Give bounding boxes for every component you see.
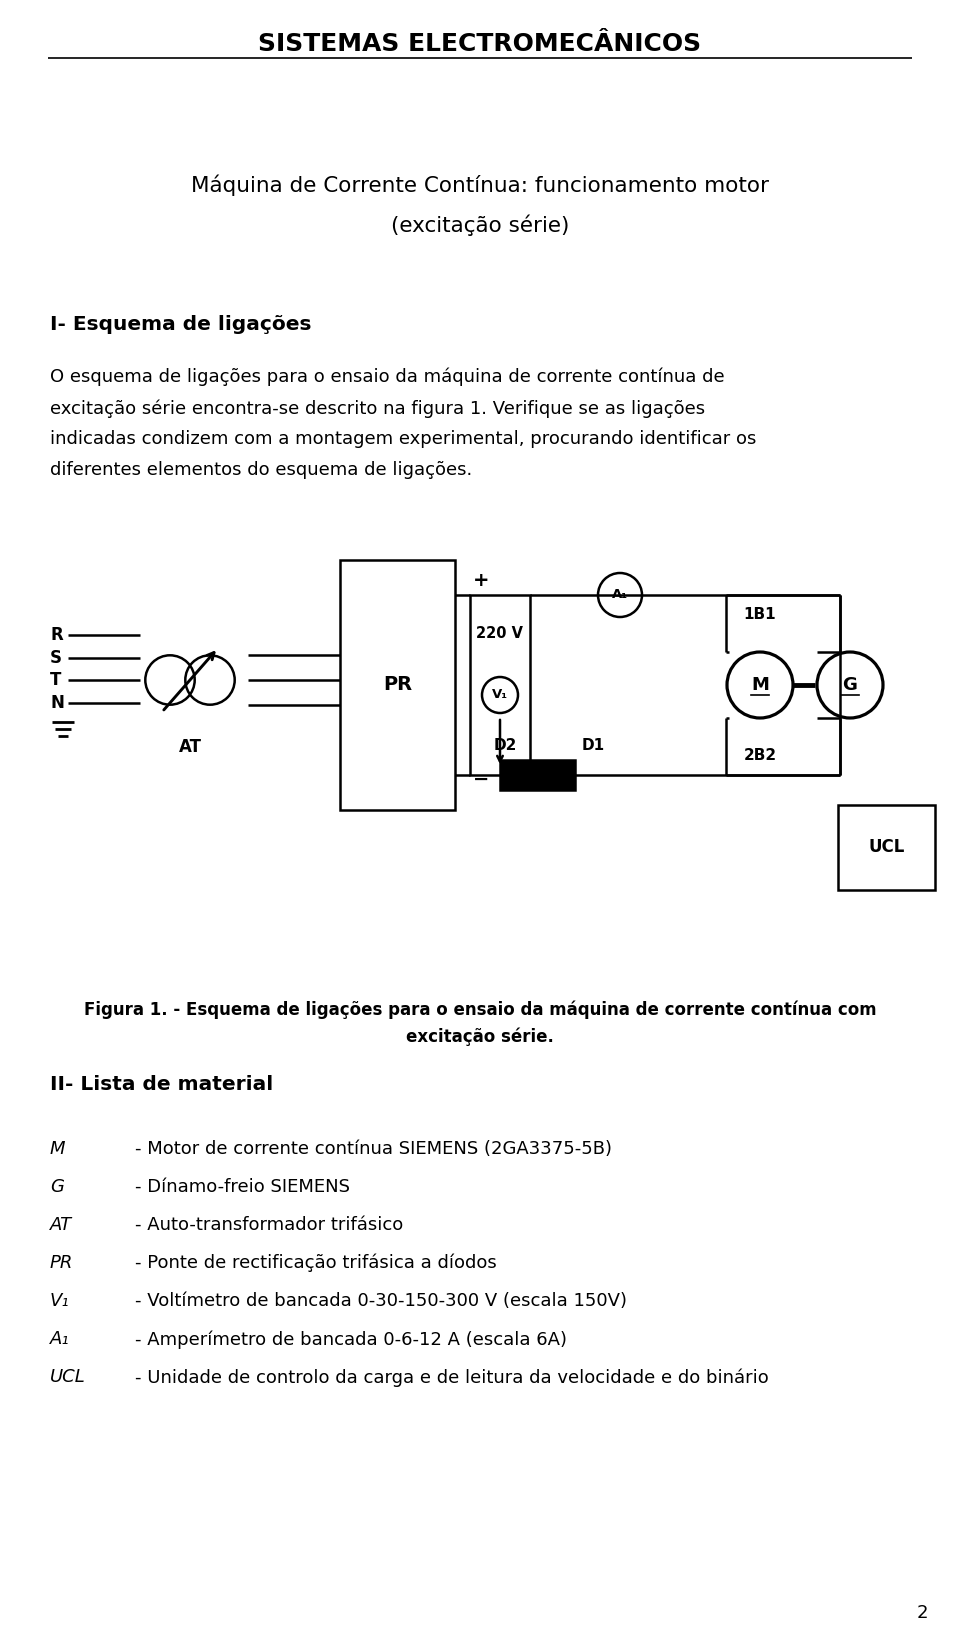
Circle shape [482,677,518,713]
Text: 1B1: 1B1 [744,607,777,621]
Text: excitação série.: excitação série. [406,1028,554,1046]
Text: +: + [473,572,490,590]
Text: 2: 2 [917,1605,928,1623]
Text: A₁: A₁ [612,589,628,602]
Text: - Amperímetro de bancada 0-6-12 A (escala 6A): - Amperímetro de bancada 0-6-12 A (escal… [135,1330,567,1348]
Text: 2B2: 2B2 [743,748,777,763]
Text: A₁: A₁ [50,1330,70,1348]
Text: - Voltímetro de bancada 0-30-150-300 V (escala 150V): - Voltímetro de bancada 0-30-150-300 V (… [135,1292,627,1310]
Text: M: M [50,1139,65,1157]
Circle shape [598,574,642,616]
Text: - Dínamo-freio SIEMENS: - Dínamo-freio SIEMENS [135,1179,350,1195]
Text: Figura 1. - Esquema de ligações para o ensaio da máquina de corrente contínua co: Figura 1. - Esquema de ligações para o e… [84,1000,876,1019]
Text: M: M [751,676,769,694]
Text: indicadas condizem com a montagem experimental, procurando identificar os: indicadas condizem com a montagem experi… [50,431,756,449]
Text: - Unidade de controlo da carga e de leitura da velocidade e do binário: - Unidade de controlo da carga e de leit… [135,1368,769,1386]
Text: PR: PR [50,1254,73,1272]
Bar [470,595,530,774]
Text: II- Lista de material: II- Lista de material [50,1075,274,1093]
Text: UCL: UCL [868,838,904,857]
Text: D2: D2 [493,738,516,753]
Text: diferentes elementos do esquema de ligações.: diferentes elementos do esquema de ligaç… [50,460,472,478]
Text: excitação série encontra-se descrito na figura 1. Verifique se as ligações: excitação série encontra-se descrito na … [50,399,706,418]
Text: 220 V: 220 V [476,625,523,641]
Text: T: T [50,671,61,689]
Text: - Ponte de rectificação trifásica a díodos: - Ponte de rectificação trifásica a díod… [135,1254,496,1272]
Text: G: G [50,1179,64,1195]
Text: I- Esquema de ligações: I- Esquema de ligações [50,316,311,334]
Text: AT: AT [50,1217,72,1235]
Text: - Motor de corrente contínua SIEMENS (2GA3375-5B): - Motor de corrente contínua SIEMENS (2G… [135,1139,612,1157]
Bar [838,806,935,889]
Text: −: − [473,769,490,789]
Text: UCL: UCL [50,1368,85,1386]
Text: Máquina de Corrente Contínua: funcionamento motor: Máquina de Corrente Contínua: funcioname… [191,174,769,197]
Circle shape [727,653,793,718]
Text: AT: AT [179,738,202,756]
Text: O esquema de ligações para o ensaio da máquina de corrente contínua de: O esquema de ligações para o ensaio da m… [50,368,725,386]
Circle shape [817,653,883,718]
Text: R: R [50,626,62,644]
Text: SISTEMAS ELECTROMECÂNICOS: SISTEMAS ELECTROMECÂNICOS [258,31,702,56]
Text: (excitação série): (excitação série) [391,215,569,237]
Text: N: N [50,694,64,712]
Text: PR: PR [383,676,412,694]
Bar [340,561,455,810]
Circle shape [145,656,195,705]
Text: D1: D1 [582,738,605,753]
Text: - Auto-transformador trifásico: - Auto-transformador trifásico [135,1217,403,1235]
Text: S: S [50,649,62,667]
Text: G: G [843,676,857,694]
Bar [500,760,575,791]
Text: V₁: V₁ [50,1292,70,1310]
Text: V₁: V₁ [492,689,508,702]
